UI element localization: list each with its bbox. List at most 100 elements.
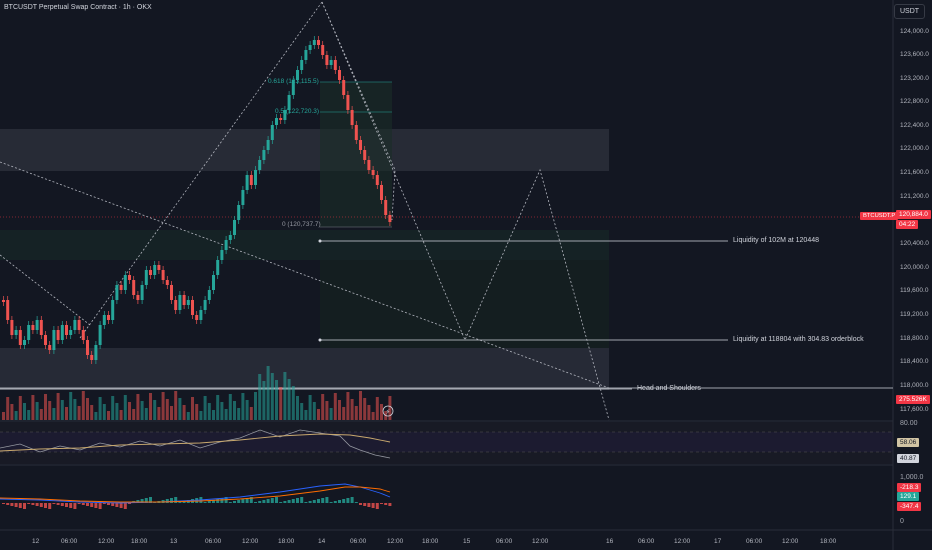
time-tick: 12 (32, 538, 40, 545)
macd-bar (380, 503, 383, 504)
time-tick: 12:00 (782, 538, 799, 545)
price-tick: 119,200.0 (900, 311, 929, 318)
volume-bar (275, 380, 278, 420)
volume-bar (39, 409, 43, 420)
candle (304, 50, 308, 60)
candle (60, 325, 64, 340)
macd-bar (170, 498, 173, 503)
macd-bar (312, 500, 316, 503)
volume-bar (161, 392, 165, 420)
volume-bar (346, 392, 350, 420)
candle (77, 320, 81, 330)
volume-bar (44, 394, 47, 420)
macd-bar (371, 503, 375, 508)
macd-bar (237, 500, 241, 503)
time-tick: 13 (170, 538, 178, 545)
candle (224, 240, 228, 250)
macd-bar (144, 498, 148, 503)
rsi-value-1: 58.06 (897, 438, 920, 447)
candle (380, 185, 383, 200)
volume-bar (363, 398, 367, 420)
volume-bar (140, 401, 144, 420)
time-tick: 17 (714, 538, 722, 545)
volume-badge: 275.526K (896, 395, 930, 404)
volume-bar (359, 391, 362, 420)
macd-bar (18, 503, 22, 508)
price-tick: 121,600.0 (900, 169, 929, 176)
candle (81, 330, 85, 340)
macd-bar (165, 499, 169, 503)
candle (245, 175, 249, 190)
fib-box (320, 82, 392, 227)
macd-bar (350, 497, 354, 503)
volume-bar (325, 401, 329, 420)
volume-bar (237, 408, 241, 420)
candle (31, 325, 35, 330)
volume-bar (35, 402, 39, 420)
volume-bar (338, 400, 341, 420)
time-tick: 06:00 (61, 538, 78, 545)
time-tick: 12:00 (387, 538, 404, 545)
liquidity-label-1[interactable]: Liquidity of 102M at 120448 (733, 237, 820, 244)
volume-bar (27, 410, 31, 420)
volume-bar (199, 411, 203, 420)
candles (2, 36, 392, 364)
macd-bar (359, 503, 362, 505)
liquidity-zone (320, 260, 609, 348)
candle (174, 300, 178, 310)
volume-bar (6, 397, 10, 420)
candle (165, 280, 169, 285)
rsi-ma-line (0, 433, 391, 452)
price-tick: 118,000.0 (900, 382, 929, 389)
volume-bar (375, 397, 379, 420)
macd-bar (98, 503, 102, 509)
candle (241, 190, 245, 205)
candle (388, 215, 392, 222)
time-tick: 06:00 (746, 538, 763, 545)
candle (237, 205, 241, 220)
macd-bar (270, 498, 274, 503)
volume-bar (52, 408, 56, 420)
liquidity-label-2[interactable]: Liquidity at 118804 with 304.83 orderblo… (733, 336, 864, 343)
projection-right (321, 1, 396, 221)
candle (321, 45, 325, 55)
volume-bar (304, 410, 308, 420)
macd-bar (44, 503, 47, 508)
volume-bar (283, 372, 287, 420)
head-shoulders-label[interactable]: Head and Shoulders (637, 385, 701, 392)
macd-bar (182, 501, 186, 503)
candle (107, 315, 110, 320)
symbol-title[interactable]: BTCUSDT Perpetual Swap Contract · 1h · O… (4, 4, 152, 11)
volume-bar (18, 396, 22, 420)
volume-bar (296, 396, 299, 420)
candle (191, 300, 194, 315)
macd-bar (56, 503, 60, 505)
candle (333, 60, 337, 70)
candle (279, 118, 283, 120)
volume-bar (321, 394, 325, 420)
volume-bar (174, 391, 178, 420)
macd-bar (35, 503, 39, 506)
volume-bar (165, 399, 169, 420)
volume-bar (220, 402, 224, 420)
candle (270, 125, 274, 140)
candle (325, 55, 329, 65)
candle (312, 40, 316, 45)
candle (384, 200, 388, 215)
candle (338, 70, 341, 80)
volume-bar (60, 400, 64, 420)
candle (375, 175, 379, 185)
candle (144, 270, 148, 285)
volume-bar (14, 411, 18, 420)
candle (203, 300, 207, 310)
candle (98, 325, 102, 345)
volume-bar (191, 397, 194, 420)
currency-button[interactable]: USDT (894, 4, 926, 19)
candle (56, 330, 60, 340)
candle (123, 275, 127, 290)
volume-bar (245, 400, 249, 420)
volume-bar (111, 396, 115, 420)
candle (23, 340, 26, 345)
